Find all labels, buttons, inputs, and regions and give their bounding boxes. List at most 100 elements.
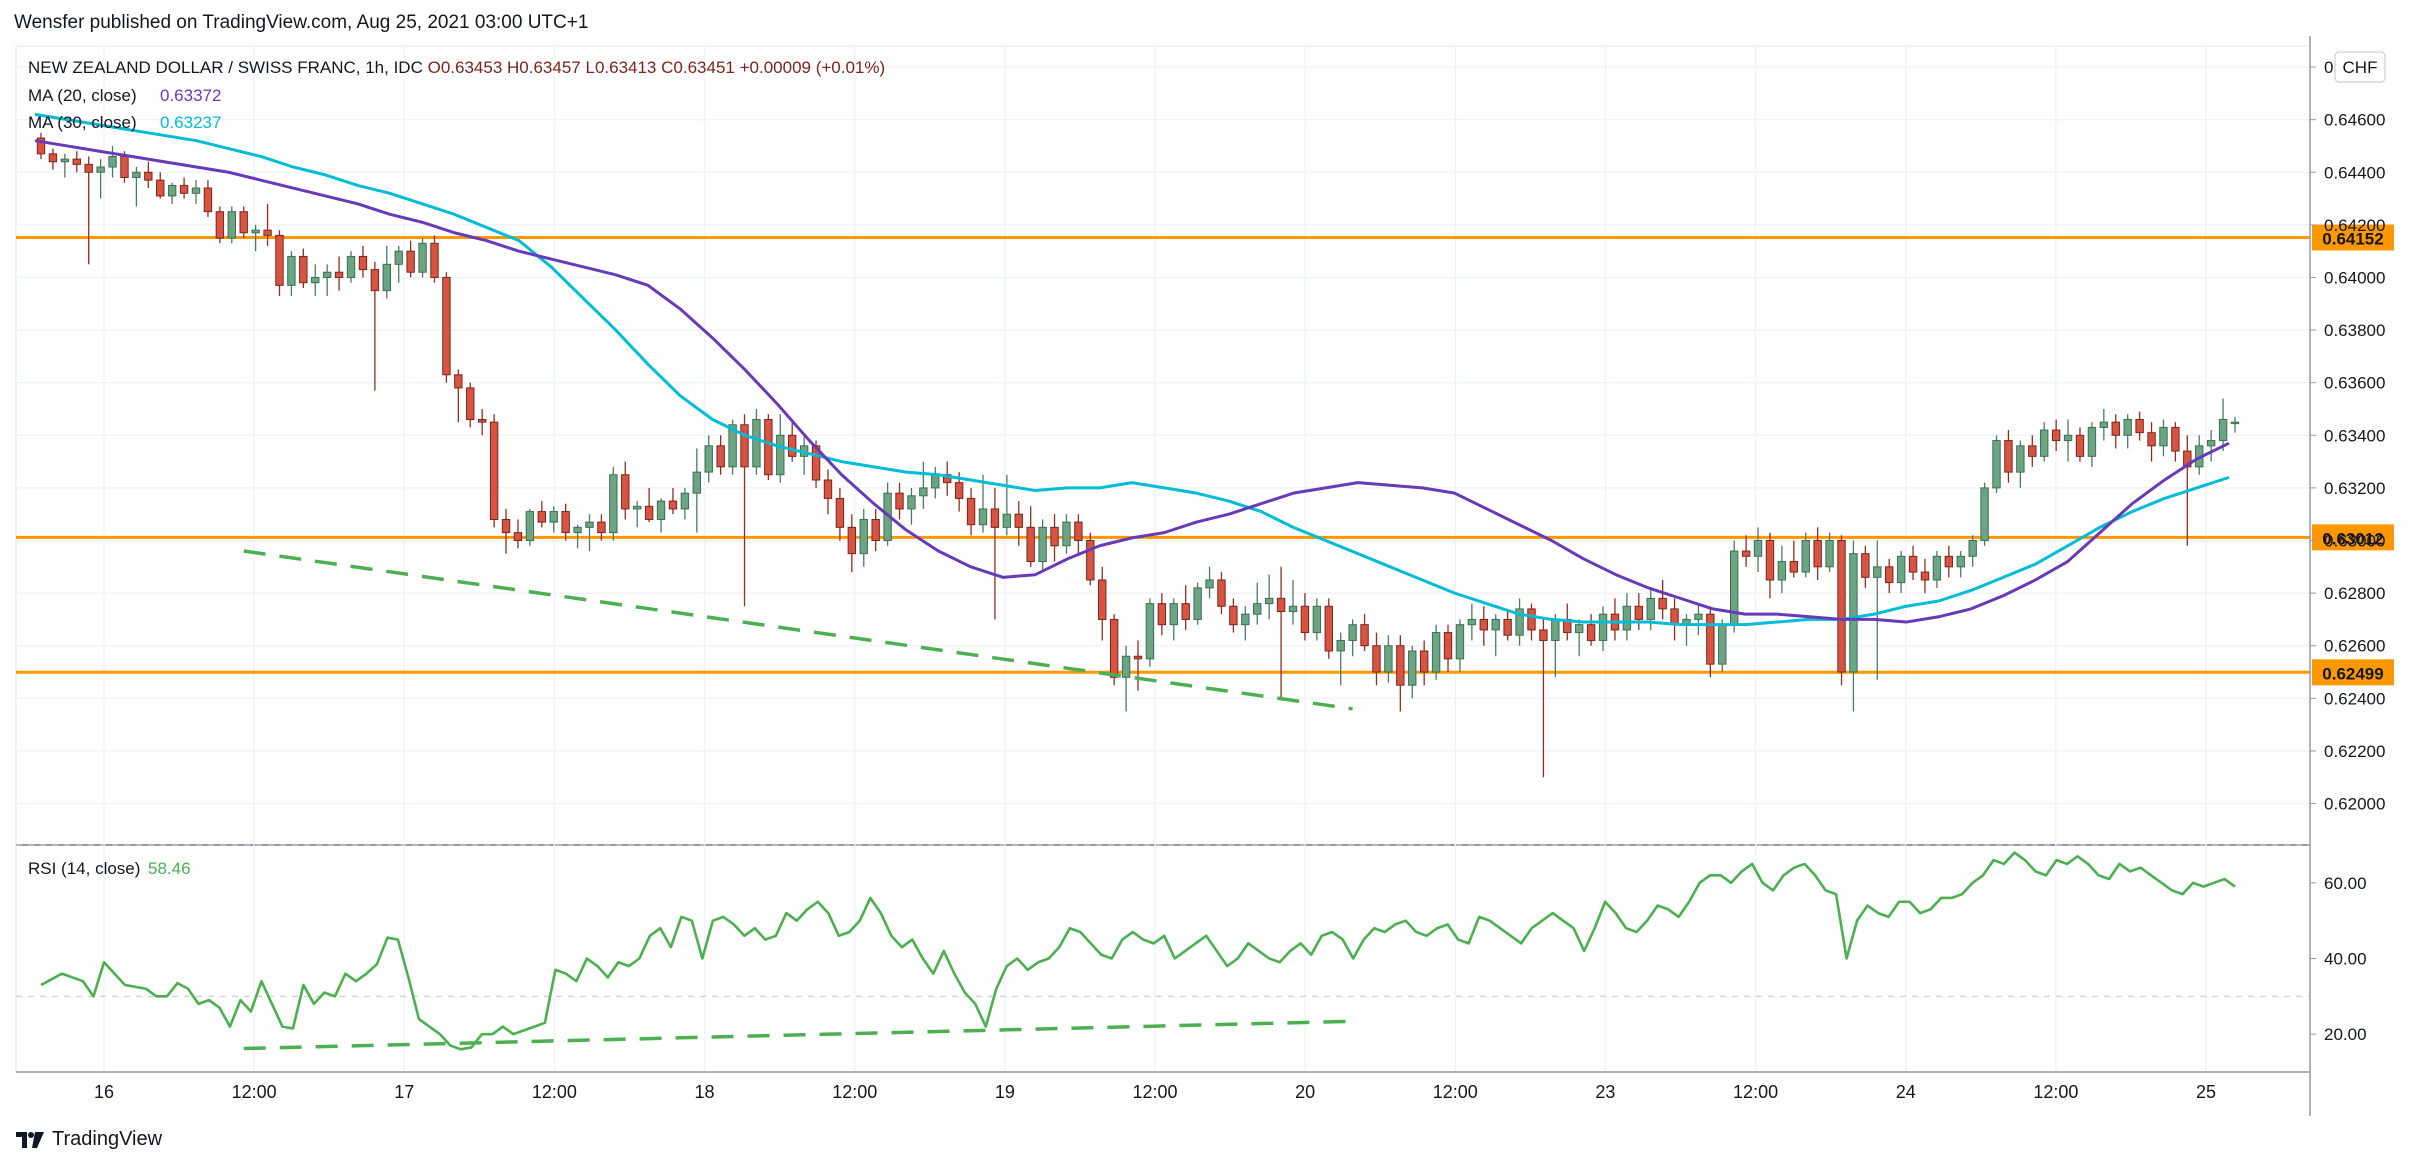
candle-body	[513, 532, 523, 542]
candle-body	[179, 184, 189, 194]
candle	[1121, 645, 1131, 712]
candle-body	[740, 424, 749, 468]
candle	[799, 435, 809, 475]
candle	[1372, 632, 1381, 686]
candle	[1789, 540, 1799, 578]
candle	[621, 461, 630, 520]
candle-body	[239, 211, 248, 234]
rsi-legend-value: 58.46	[148, 859, 191, 878]
candle	[466, 382, 475, 428]
currency-badge	[2334, 51, 2386, 83]
candle	[1515, 598, 1524, 646]
candle	[990, 487, 1000, 620]
candle-body	[1968, 540, 1977, 557]
candle	[716, 435, 725, 475]
candle	[1980, 482, 1989, 546]
candle	[72, 151, 81, 173]
candle-body	[1527, 608, 1536, 631]
candle	[406, 240, 415, 278]
candle	[1920, 558, 1930, 594]
candle	[1360, 614, 1369, 651]
candle-body	[1396, 645, 1405, 686]
tradingview-brand: TradingView	[52, 1128, 163, 1150]
candle-body	[1837, 540, 1846, 673]
candle	[227, 206, 236, 244]
candle	[1157, 593, 1167, 636]
candle-body	[597, 521, 606, 534]
candle-body	[430, 242, 439, 278]
candle-body	[2040, 429, 2049, 457]
candle	[1598, 606, 1608, 651]
candle	[1229, 598, 1238, 633]
candle-body	[2087, 426, 2097, 457]
candle	[1527, 603, 1536, 641]
candle-body	[1694, 613, 1703, 620]
time-tick-label: 12:00	[232, 1082, 277, 1102]
candle-body	[656, 500, 666, 520]
candle-body	[1145, 603, 1155, 660]
candle	[1419, 640, 1429, 686]
tradingview-logo[interactable]: TradingView	[16, 1128, 162, 1151]
candle	[1014, 501, 1023, 546]
candle	[215, 206, 225, 244]
candle-body	[466, 387, 475, 421]
candle-body	[108, 155, 117, 168]
candle-body	[1169, 603, 1178, 626]
candle-body	[978, 508, 988, 526]
candle-body	[191, 187, 201, 194]
candle-body	[263, 229, 272, 236]
candle	[96, 159, 105, 199]
candle	[561, 503, 570, 541]
candle-body	[1825, 540, 1834, 568]
candle-body	[1551, 618, 1560, 641]
candle-body	[454, 374, 463, 389]
candle	[454, 369, 463, 423]
time-tick-label: 20	[1295, 1082, 1315, 1102]
candle	[2171, 422, 2180, 462]
candle	[776, 414, 785, 483]
candle-body	[561, 511, 570, 534]
candle	[1193, 582, 1202, 625]
ma20-legend-label: MA (20, close)	[28, 86, 137, 105]
candle-body	[1443, 632, 1453, 660]
candle	[859, 508, 868, 567]
candle	[1241, 606, 1250, 641]
candle	[394, 245, 403, 283]
candle-body	[1801, 540, 1810, 573]
candle-body	[1455, 624, 1465, 660]
candle	[1396, 635, 1405, 712]
candle-body	[692, 471, 702, 494]
candle	[382, 245, 391, 299]
candle	[370, 261, 380, 391]
candle-body	[418, 242, 427, 273]
candle-body	[1956, 555, 1965, 568]
candle-body	[895, 492, 904, 510]
candle-body	[609, 474, 618, 534]
candle	[1539, 619, 1548, 778]
candle	[477, 408, 487, 436]
candle	[275, 230, 284, 296]
candle-body	[1300, 605, 1310, 634]
candle	[1086, 532, 1095, 586]
candle	[573, 524, 582, 549]
legend-change: +0.00009 (+0.01%)	[740, 58, 886, 77]
candle-body	[907, 495, 916, 510]
candle-body	[370, 269, 380, 292]
candle-body	[632, 505, 642, 510]
candle	[1431, 624, 1441, 680]
candle	[823, 469, 833, 515]
candle-body	[1896, 555, 1906, 584]
time-tick-label: 12:00	[1433, 1082, 1478, 1102]
candle-body	[728, 424, 737, 468]
candle-body	[764, 419, 773, 476]
candle-body	[1253, 603, 1262, 615]
candle-body	[1121, 655, 1131, 678]
ma30-legend-label: MA (30, close)	[28, 113, 137, 132]
candle-body	[1634, 605, 1644, 620]
legend-symbol: NEW ZEALAND DOLLAR / SWISS FRANC, 1h, ID…	[28, 58, 423, 77]
candle	[1312, 598, 1322, 641]
horizontal-levels: 0.64152 0.63012 0.62499	[16, 224, 2394, 686]
candle	[430, 235, 439, 283]
legend-symbol-line: NEW ZEALAND DOLLAR / SWISS FRANC, 1h, ID…	[28, 58, 885, 77]
